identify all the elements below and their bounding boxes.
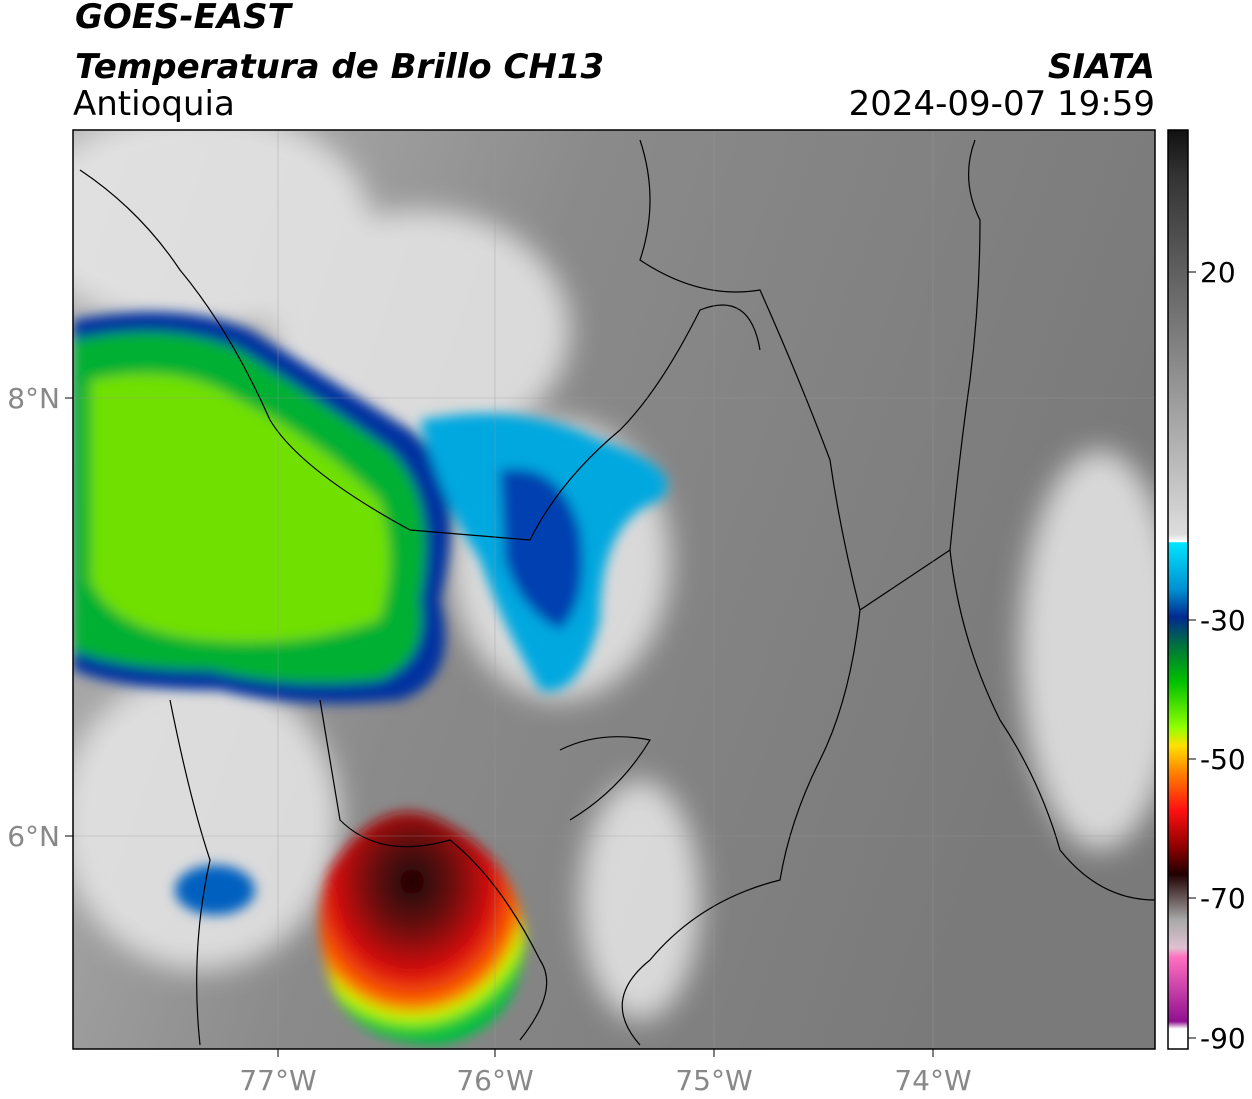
colorbar <box>1167 129 1189 1050</box>
colorbar-label: -90 <box>1200 1022 1246 1055</box>
latitude-label: 8°N <box>7 382 60 415</box>
satellite-image <box>73 130 1155 1049</box>
colorbar-label: -30 <box>1200 604 1246 637</box>
colorbar-label: 20 <box>1200 256 1236 289</box>
graticule <box>73 130 1155 1049</box>
map-frame <box>72 129 1156 1050</box>
datetime: 2024-09-07 19:59 <box>849 84 1155 124</box>
colorbar-label: -70 <box>1200 882 1246 915</box>
longitude-label: 75°W <box>675 1064 752 1097</box>
longitude-label: 74°W <box>894 1064 971 1097</box>
title: GOES-EAST <box>75 0 294 37</box>
longitude-label: 77°W <box>239 1064 316 1097</box>
longitude-label: 76°W <box>456 1064 533 1097</box>
source: SIATA <box>1048 47 1155 87</box>
subtitle: Temperatura de Brillo CH13 <box>75 47 604 87</box>
latitude-label: 6°N <box>7 820 60 853</box>
region: Antioquia <box>73 84 235 124</box>
colorbar-label: -50 <box>1200 743 1246 776</box>
